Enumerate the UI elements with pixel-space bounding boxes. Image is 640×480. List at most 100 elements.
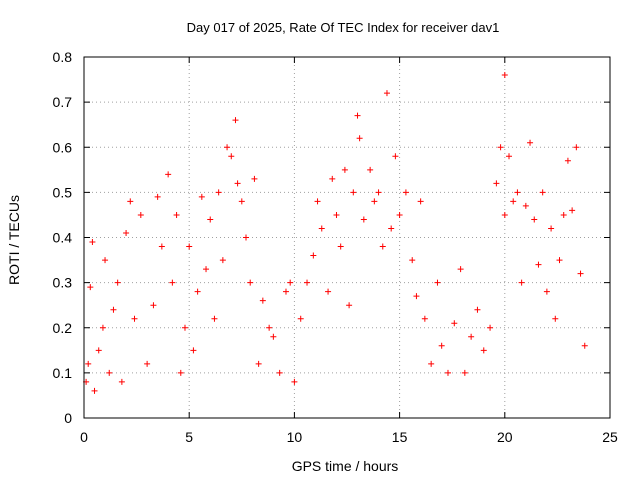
data-point [310,252,317,259]
data-point [169,279,176,286]
data-point [243,234,250,241]
x-tick-label: 20 [497,429,513,445]
data-point [150,302,157,309]
data-point [375,189,382,196]
data-point [421,315,428,322]
data-point [190,347,197,354]
data-point [333,211,340,218]
data-point [102,257,109,264]
data-point [346,302,353,309]
data-point [314,198,321,205]
data-point [434,279,441,286]
data-point [291,378,298,385]
data-point [409,257,416,264]
data-point [127,198,134,205]
y-tick-label: 0.3 [53,275,73,291]
grid-lines [84,57,610,418]
data-point [203,266,210,273]
data-point [173,211,180,218]
data-point [506,153,513,160]
data-point [522,202,529,209]
data-point [287,279,294,286]
data-point [247,279,254,286]
data-point [207,216,214,223]
y-tick-label: 0.2 [53,320,73,336]
y-tick-label: 0.6 [53,139,73,155]
tick-labels: 0 5 10 15 20 25 0 0.1 0.2 0.3 0.4 0.5 0.6 0.7 0.8 [53,49,618,445]
y-tick-label: 0.1 [53,365,73,381]
data-point [480,347,487,354]
data-point [413,293,420,300]
data-point [276,369,283,376]
data-point [527,139,534,146]
data-point [232,117,239,124]
data-point [428,360,435,367]
data-point [91,387,98,394]
data-point [211,315,218,322]
data-point [556,257,563,264]
data-point [194,288,201,295]
data-point [270,333,277,340]
data-point [215,189,222,196]
data-point [518,279,525,286]
data-point [259,297,266,304]
data-point [548,225,555,232]
data-point [123,229,130,236]
data-point [552,315,559,322]
data-point [228,153,235,160]
data-point [89,239,96,246]
data-point [497,144,504,151]
data-point [137,211,144,218]
data-point [501,211,508,218]
data-point [114,279,121,286]
data-point [350,189,357,196]
data-point [444,369,451,376]
data-point [392,153,399,160]
x-tick-label: 15 [392,429,408,445]
data-point [181,324,188,331]
data-point [468,333,475,340]
data-point [371,198,378,205]
data-point [238,198,245,205]
x-tick-label: 10 [287,429,303,445]
data-point [402,189,409,196]
data-point [510,198,517,205]
data-point [297,315,304,322]
axis-ticks [83,56,611,419]
data-point [461,369,468,376]
data-point [255,360,262,367]
data-point [234,180,241,187]
data-point [581,342,588,349]
data-point [501,72,508,79]
data-point [251,175,258,182]
data-point [457,266,464,273]
y-tick-label: 0.8 [53,49,73,65]
data-point [535,261,542,268]
data-point [177,369,184,376]
y-axis-label: ROTI / TECUs [6,195,22,285]
data-point [388,225,395,232]
data-point [360,216,367,223]
data-point [318,225,325,232]
data-point [451,320,458,327]
data-points [83,72,588,394]
x-tick-label: 0 [80,429,88,445]
data-point [379,243,386,250]
data-point [158,243,165,250]
y-tick-label: 0 [64,410,72,426]
data-point [154,193,161,200]
data-point [514,189,521,196]
data-point [531,216,538,223]
data-point [106,369,113,376]
data-point [325,288,332,295]
x-tick-label: 5 [185,429,193,445]
data-point [87,284,94,291]
y-tick-label: 0.4 [53,230,73,246]
plot-frame [83,56,611,419]
data-point [304,279,311,286]
data-point [219,257,226,264]
chart-title: Day 017 of 2025, Rate Of TEC Index for r… [187,20,500,35]
data-point [341,166,348,173]
y-tick-label: 0.5 [53,184,73,200]
data-point [356,135,363,142]
